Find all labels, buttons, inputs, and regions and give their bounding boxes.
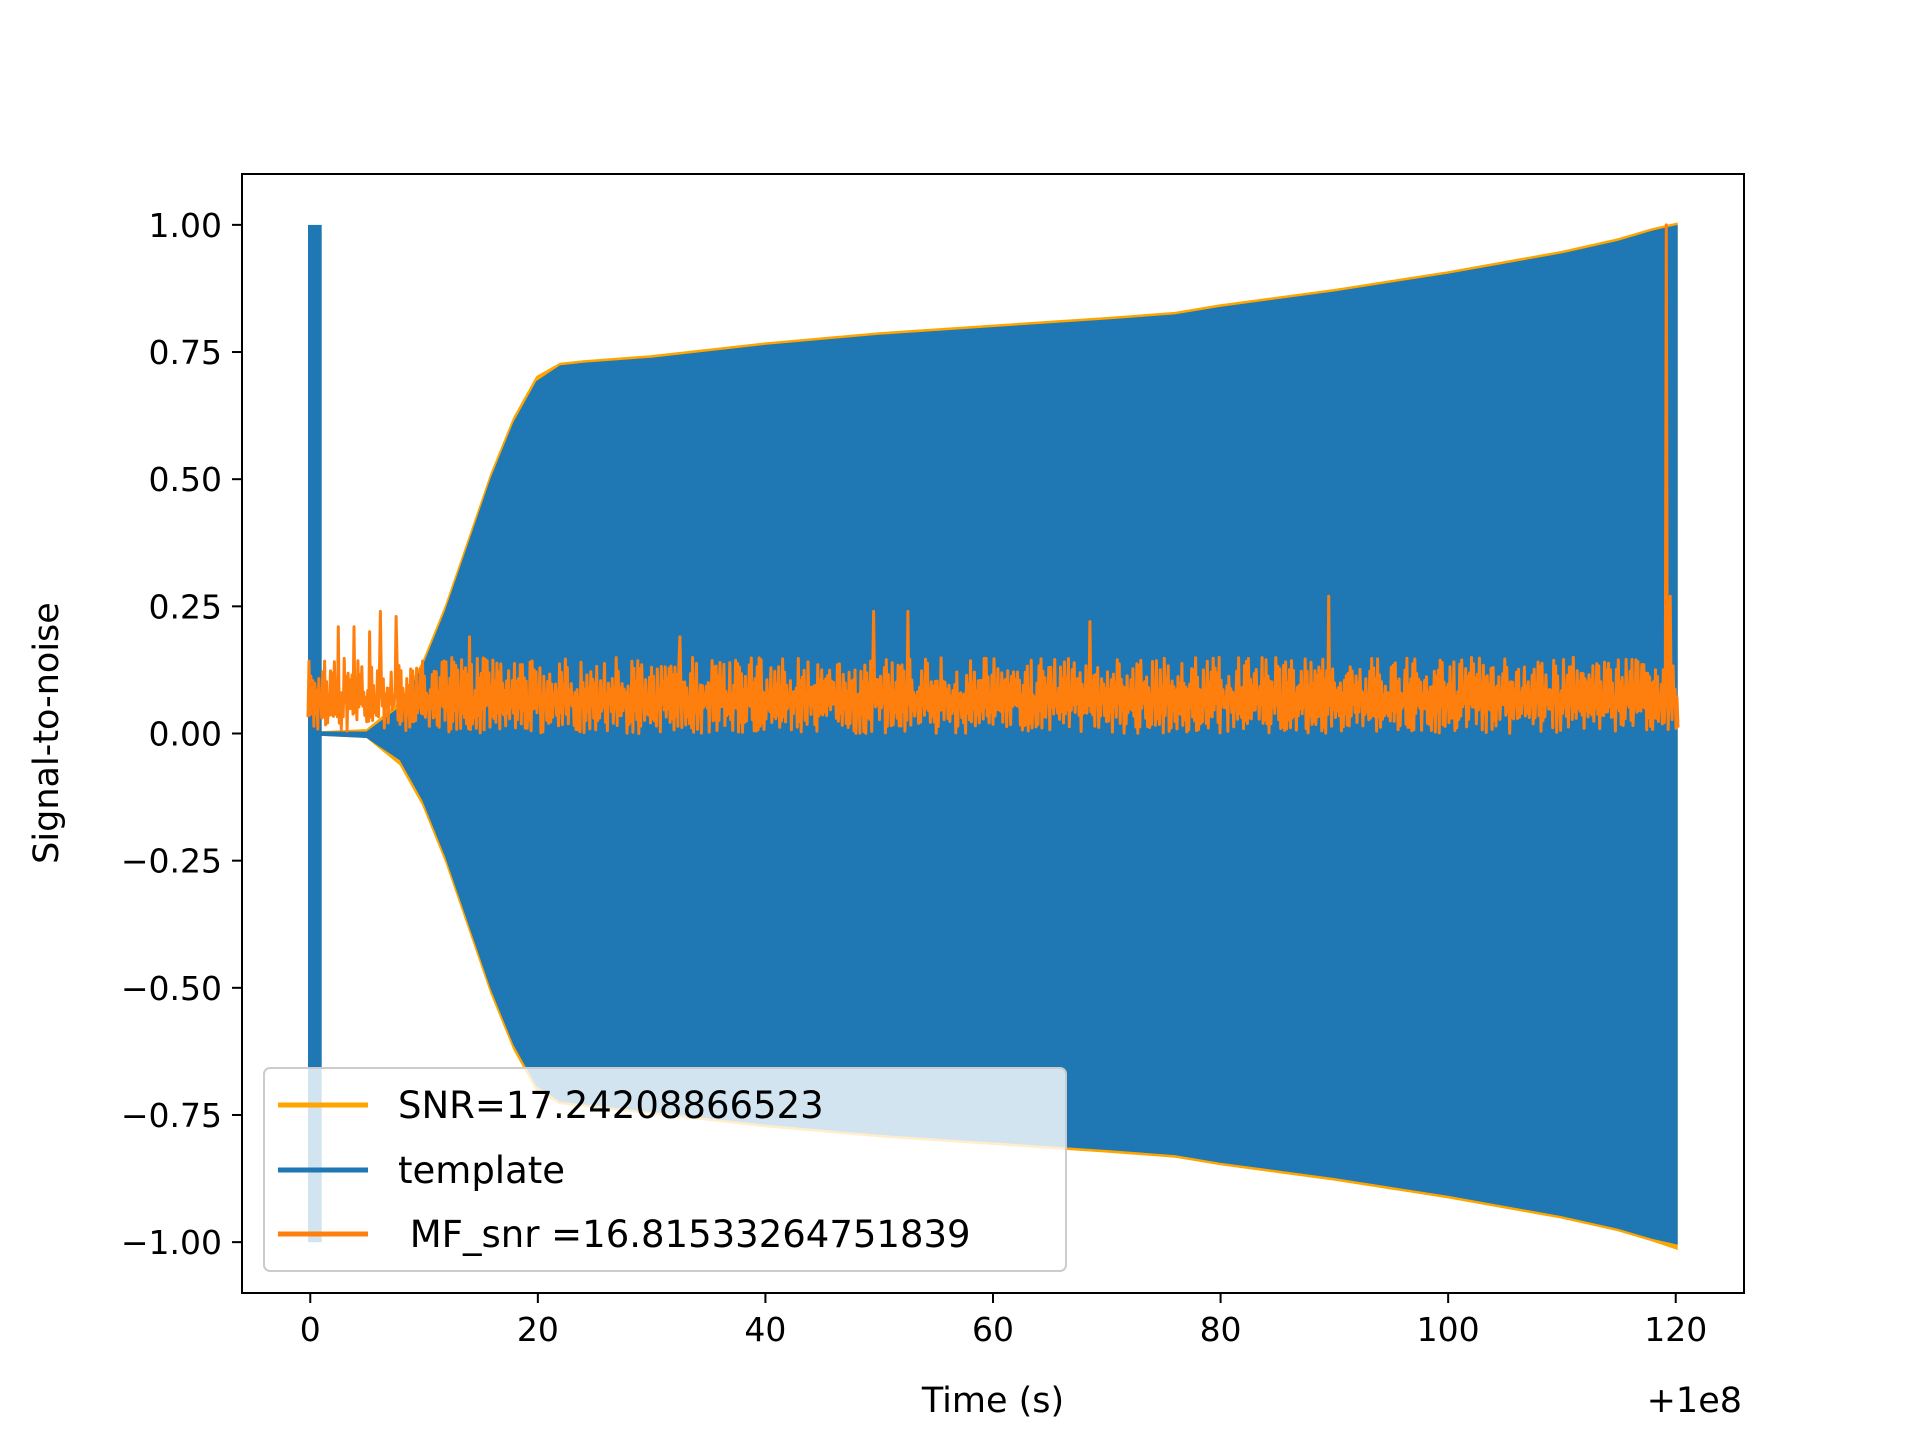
y-axis: 1.00 0.75 0.50 0.25 0.00 −0.25 −0.50 −0.75 −1.00 xyxy=(121,206,242,1262)
x-tick-label: 80 xyxy=(1200,1310,1242,1349)
x-tick-label: 120 xyxy=(1644,1310,1707,1349)
legend-label-template: template xyxy=(398,1149,565,1192)
plot-area xyxy=(306,222,1680,1250)
x-tick-label: 20 xyxy=(517,1310,559,1349)
y-tick-label: −0.50 xyxy=(121,969,222,1008)
x-tick-label: 0 xyxy=(300,1310,321,1349)
legend-label-mf-snr: MF_snr =16.81533264751839 xyxy=(398,1213,971,1256)
mf-snr-line xyxy=(306,223,1680,735)
x-axis-label: Time (s) xyxy=(921,1381,1064,1421)
y-tick-label: 0.00 xyxy=(149,715,222,754)
y-tick-label: −0.25 xyxy=(121,842,222,881)
y-tick-label: 0.25 xyxy=(149,587,222,626)
y-tick-label: 0.75 xyxy=(149,333,222,372)
legend-label-snr: SNR=17.24208866523 xyxy=(398,1084,824,1127)
legend: SNR=17.24208866523 template MF_snr =16.8… xyxy=(263,1067,1067,1272)
x-tick-label: 100 xyxy=(1417,1310,1480,1349)
x-axis: 0 20 40 60 80 100 120 xyxy=(300,1293,1707,1349)
y-tick-label: −0.75 xyxy=(121,1096,222,1135)
x-tick-label: 60 xyxy=(972,1310,1014,1349)
y-tick-label: −1.00 xyxy=(121,1223,222,1262)
y-tick-label: 0.50 xyxy=(149,460,222,499)
y-tick-label: 1.00 xyxy=(149,206,222,245)
x-axis-offset-label: +1e8 xyxy=(1647,1381,1742,1421)
legend-box xyxy=(263,1067,1067,1272)
template-spike xyxy=(308,224,322,1243)
y-axis-label: Signal-to-noise xyxy=(27,602,67,864)
x-tick-label: 40 xyxy=(744,1310,786,1349)
